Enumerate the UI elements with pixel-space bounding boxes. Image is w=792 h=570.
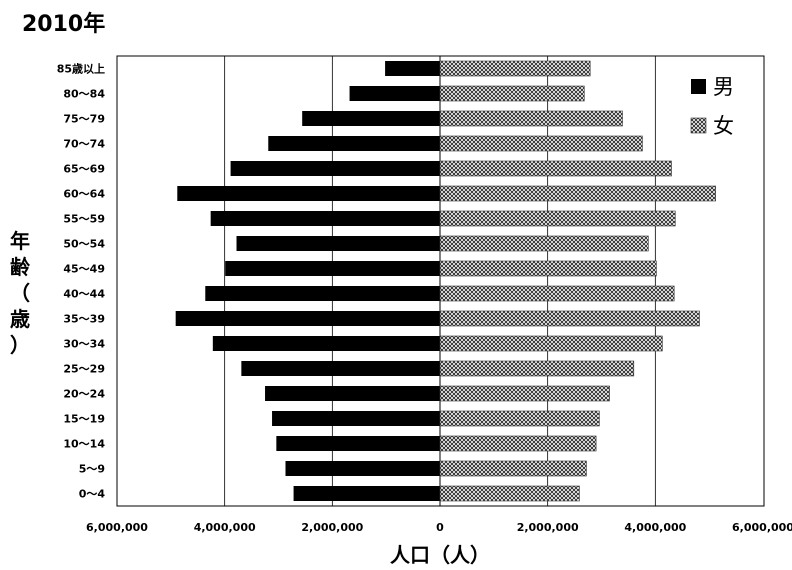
y-category-label: 40～44	[63, 288, 105, 301]
x-tick-label: 2,000,000	[517, 521, 579, 534]
y-category-label: 60～64	[63, 188, 105, 201]
y-axis-title-char: 歳	[10, 307, 30, 331]
y-category-label: 20～24	[63, 388, 105, 401]
y-category-label: 30～34	[63, 338, 105, 351]
bar-male	[205, 286, 440, 301]
bar-male	[302, 111, 440, 126]
y-category-label: 70～74	[63, 138, 105, 151]
bar-male	[349, 86, 440, 101]
x-tick-label: 4,000,000	[194, 521, 256, 534]
bar-male	[241, 361, 440, 376]
y-category-label: 5～9	[79, 463, 105, 476]
bar-female	[439, 410, 600, 427]
bar-female	[439, 85, 585, 102]
bar-male	[272, 411, 440, 426]
y-category-label: 80～84	[63, 88, 105, 101]
y-category-label: 65～69	[63, 163, 105, 176]
y-category-label: 15～19	[63, 413, 105, 426]
x-tick-label: 6,000,000	[86, 521, 148, 534]
bar-male	[210, 211, 440, 226]
x-tick-label: 6,000,000	[732, 521, 792, 534]
bar-female	[439, 485, 580, 502]
y-category-label: 45～49	[63, 263, 105, 276]
bar-female	[439, 310, 700, 327]
y-category-label: 55～59	[63, 213, 105, 226]
plot-area-border	[116, 55, 765, 507]
bar-male	[276, 436, 440, 451]
bar-female	[439, 335, 663, 352]
legend-label-female: 女	[713, 114, 734, 138]
y-category-label: 10～14	[63, 438, 105, 451]
bar-female	[439, 235, 649, 252]
y-axis-title-char: （	[10, 281, 30, 305]
bar-male	[225, 261, 440, 276]
bar-male	[285, 461, 440, 476]
legend-label-male: 男	[713, 75, 734, 99]
bar-male	[385, 61, 440, 76]
y-category-label: 35～39	[63, 313, 105, 326]
bar-female	[439, 60, 591, 77]
bar-male	[268, 136, 440, 151]
bar-female	[439, 210, 676, 227]
x-tick-label: 0	[436, 521, 444, 534]
bar-female	[439, 135, 643, 152]
bar-female	[439, 460, 587, 477]
bar-male	[230, 161, 440, 176]
bar-male	[175, 311, 440, 326]
bar-male	[236, 236, 440, 251]
bar-female	[439, 435, 597, 452]
bar-female	[439, 360, 635, 377]
bar-female	[439, 110, 623, 127]
x-tick-label: 2,000,000	[301, 521, 363, 534]
y-category-label: 25～29	[63, 363, 105, 376]
bar-male	[212, 336, 440, 351]
y-category-label: 50～54	[63, 238, 105, 251]
x-tick-label: 4,000,000	[624, 521, 686, 534]
bar-male	[177, 186, 440, 201]
y-category-label: 0～4	[79, 488, 106, 501]
bar-female	[439, 260, 657, 277]
bar-male	[265, 386, 440, 401]
y-axis-title-char: 齢	[10, 255, 31, 279]
x-axis-title: 人口（人）	[390, 543, 490, 567]
bar-female	[439, 160, 672, 177]
y-axis-title-char: ）	[10, 333, 30, 357]
y-category-label: 75～79	[63, 113, 105, 126]
bar-male	[293, 486, 440, 501]
legend-swatch-female	[690, 117, 707, 134]
bar-female	[439, 185, 716, 202]
y-axis-title-char: 年	[10, 229, 30, 253]
chart-title: 2010年	[22, 11, 105, 37]
y-category-label: 85歳以上	[57, 62, 105, 76]
bar-female	[439, 385, 610, 402]
legend-swatch-male	[691, 79, 706, 94]
bar-female	[439, 285, 675, 302]
